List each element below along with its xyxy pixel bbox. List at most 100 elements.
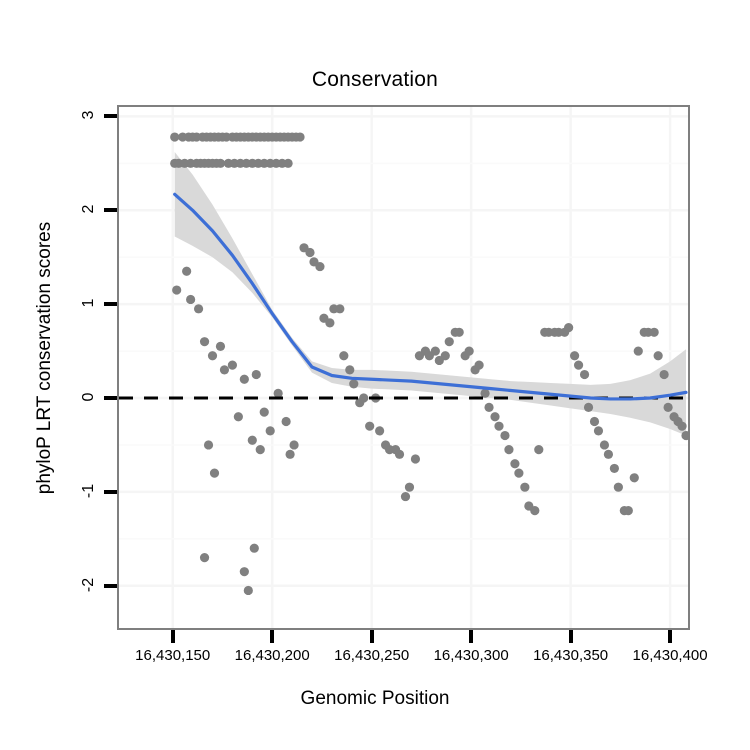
data-point	[583, 402, 594, 412]
data-point	[259, 407, 269, 417]
data-point	[464, 346, 474, 356]
data-point	[494, 421, 504, 431]
data-point	[613, 482, 623, 492]
data-point	[530, 506, 540, 516]
data-point	[573, 360, 584, 370]
data-point	[239, 374, 249, 384]
data-point	[283, 158, 293, 168]
data-point	[394, 449, 405, 459]
data-point	[404, 482, 415, 492]
data-point	[243, 585, 253, 596]
data-point	[375, 426, 385, 436]
x-axis-tick-label: 16,430,150	[135, 647, 211, 664]
plot-area	[119, 107, 688, 628]
data-point	[265, 426, 275, 436]
data-point	[474, 360, 484, 370]
y-axis-tick	[104, 396, 117, 400]
data-point	[480, 388, 490, 398]
data-point	[589, 416, 600, 427]
x-axis-tick	[469, 630, 474, 643]
data-point	[659, 369, 669, 380]
data-point	[289, 440, 299, 450]
data-point	[295, 132, 305, 142]
data-point	[677, 421, 687, 431]
data-point	[251, 369, 261, 380]
x-axis-tick	[270, 630, 275, 643]
x-axis-tick	[668, 630, 673, 643]
data-point	[359, 393, 369, 403]
data-point	[255, 445, 265, 455]
data-point	[233, 412, 243, 422]
y-axis-tick	[104, 583, 117, 588]
data-point	[653, 351, 663, 361]
data-point	[454, 327, 464, 337]
data-point	[215, 341, 226, 351]
data-point	[534, 445, 544, 455]
data-point	[520, 482, 530, 492]
data-point	[444, 337, 454, 347]
data-point	[623, 506, 633, 516]
data-point	[609, 463, 619, 474]
x-axis-tick-label: 16,430,300	[433, 647, 509, 664]
y-axis-tick	[104, 208, 117, 213]
plot-panel	[117, 105, 690, 630]
data-point	[510, 459, 520, 469]
data-point	[281, 416, 291, 427]
data-point	[207, 351, 218, 361]
y-axis-tick-label: 2	[80, 204, 97, 214]
data-point	[209, 468, 220, 478]
data-point	[215, 158, 226, 168]
data-point	[285, 449, 295, 459]
data-point	[345, 365, 355, 375]
data-point	[335, 304, 345, 314]
y-axis-tick	[104, 302, 117, 307]
y-axis-tick-label: 3	[80, 110, 97, 120]
y-axis-tick-label: 0	[80, 392, 97, 402]
data-point	[199, 552, 210, 563]
page-title: Conservation	[311, 68, 439, 91]
data-point	[430, 346, 440, 356]
data-point	[365, 421, 375, 431]
y-axis-tick	[104, 114, 117, 119]
data-point	[569, 351, 580, 361]
x-axis-tick	[369, 630, 374, 643]
data-point	[305, 247, 315, 258]
data-point	[629, 473, 639, 483]
data-point	[339, 351, 349, 361]
confidence-band	[174, 152, 687, 436]
data-point	[579, 369, 590, 380]
x-axis-tick-label: 16,430,200	[234, 647, 310, 664]
data-point	[227, 360, 238, 370]
data-point	[182, 266, 192, 276]
data-point	[186, 294, 196, 305]
data-point	[603, 449, 614, 459]
data-point	[199, 337, 210, 347]
data-point	[663, 402, 673, 412]
smooth-trend-line	[173, 192, 688, 401]
data-point	[170, 132, 180, 142]
x-axis-tick	[568, 630, 573, 643]
data-point	[315, 261, 325, 272]
data-point	[239, 567, 249, 577]
data-point	[500, 430, 510, 441]
data-point	[649, 327, 659, 337]
data-point	[484, 402, 494, 412]
gridlines	[119, 107, 688, 628]
y-axis-tick-label: -2	[80, 577, 97, 592]
data-point	[504, 445, 514, 455]
y-axis-tick	[104, 489, 117, 494]
x-axis-tick-label: 16,430,400	[632, 647, 708, 664]
data-point	[172, 285, 182, 295]
data-point	[325, 318, 335, 328]
data-point	[633, 346, 643, 356]
data-point	[349, 379, 359, 389]
data-point	[440, 351, 450, 361]
data-point	[681, 430, 688, 441]
y-axis-tick-label: -1	[80, 483, 97, 498]
x-axis-tick-label: 16,430,350	[533, 647, 609, 664]
data-point	[249, 543, 259, 553]
x-axis-title: Genomic Position	[300, 688, 450, 709]
x-axis-tick	[170, 630, 175, 643]
data-point	[203, 440, 214, 450]
